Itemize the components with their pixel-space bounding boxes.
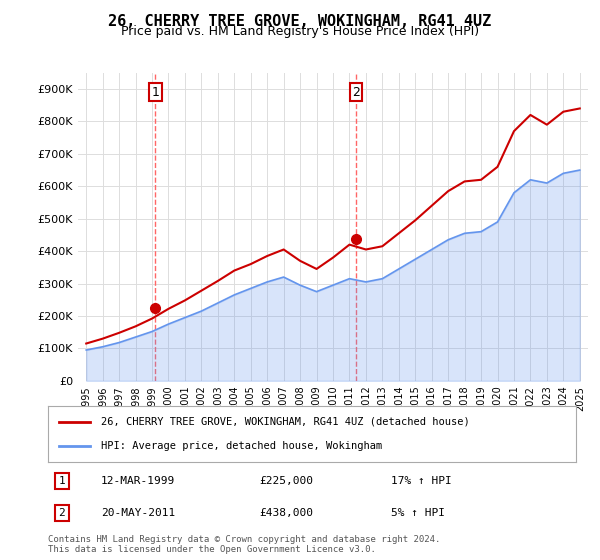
Text: 1: 1 bbox=[59, 476, 65, 486]
Text: 12-MAR-1999: 12-MAR-1999 bbox=[101, 476, 175, 486]
Text: £438,000: £438,000 bbox=[259, 508, 313, 518]
Text: 1: 1 bbox=[151, 86, 159, 99]
Text: 26, CHERRY TREE GROVE, WOKINGHAM, RG41 4UZ (detached house): 26, CHERRY TREE GROVE, WOKINGHAM, RG41 4… bbox=[101, 417, 470, 427]
Text: 5% ↑ HPI: 5% ↑ HPI bbox=[391, 508, 445, 518]
Text: HPI: Average price, detached house, Wokingham: HPI: Average price, detached house, Woki… bbox=[101, 441, 382, 451]
Text: £225,000: £225,000 bbox=[259, 476, 313, 486]
Text: 20-MAY-2011: 20-MAY-2011 bbox=[101, 508, 175, 518]
Text: Contains HM Land Registry data © Crown copyright and database right 2024.
This d: Contains HM Land Registry data © Crown c… bbox=[48, 535, 440, 554]
Text: Price paid vs. HM Land Registry's House Price Index (HPI): Price paid vs. HM Land Registry's House … bbox=[121, 25, 479, 38]
Text: 17% ↑ HPI: 17% ↑ HPI bbox=[391, 476, 452, 486]
Text: 2: 2 bbox=[352, 86, 360, 99]
Text: 26, CHERRY TREE GROVE, WOKINGHAM, RG41 4UZ: 26, CHERRY TREE GROVE, WOKINGHAM, RG41 4… bbox=[109, 14, 491, 29]
Text: 2: 2 bbox=[59, 508, 65, 518]
